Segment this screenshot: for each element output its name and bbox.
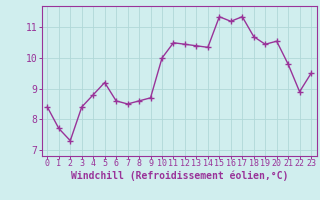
X-axis label: Windchill (Refroidissement éolien,°C): Windchill (Refroidissement éolien,°C) bbox=[70, 171, 288, 181]
